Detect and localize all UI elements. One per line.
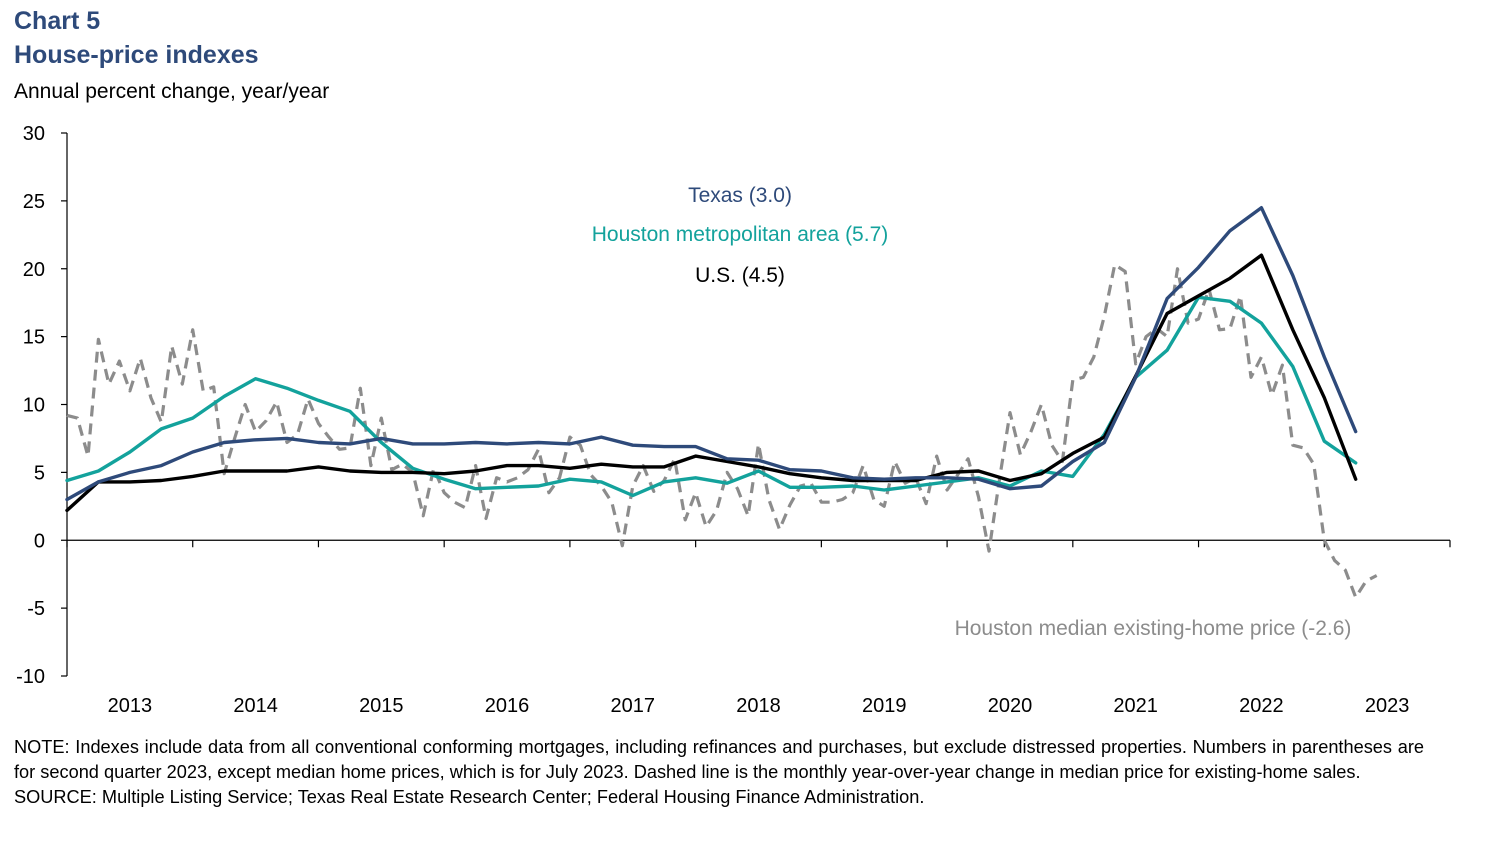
series-line-houston — [65, 295, 1358, 498]
x-tick-label: 2023 — [1365, 695, 1410, 717]
y-axis-label: Annual percent change, year/year — [14, 80, 330, 103]
y-tick-label: 15 — [23, 327, 45, 349]
series-label-houston: Houston metropolitan area (5.7) — [592, 223, 889, 246]
x-tick-label: 2021 — [1113, 695, 1158, 717]
chart-title: House-price indexes — [14, 41, 259, 69]
y-tick-label: 10 — [23, 395, 45, 417]
y-tick-label: -10 — [16, 666, 45, 688]
x-tick-label: 2013 — [108, 695, 153, 717]
y-tick-label: 20 — [23, 259, 45, 281]
x-tick-label: 2019 — [862, 695, 907, 717]
series-layer — [65, 205, 1378, 599]
axes: -10 -5 0 5 10 15 20 25 30 2013 2014 2015 2016 2017 201… — [16, 123, 1451, 717]
line-chart: -10 -5 0 5 10 15 20 25 30 2013 2014 2015 2016 2017 201… — [16, 123, 1451, 717]
x-tick-label: 2016 — [485, 695, 530, 717]
footnotes: NOTE: Indexes include data from all conv… — [14, 735, 1424, 810]
series-line-texas — [65, 205, 1358, 502]
note-text: NOTE: Indexes include data from all conv… — [14, 737, 1424, 782]
series-line-us — [65, 253, 1358, 513]
series-label-us: U.S. (4.5) — [695, 264, 785, 287]
y-tick-label: 0 — [34, 530, 45, 552]
y-tick-label: -5 — [27, 598, 45, 620]
y-tick-label: 25 — [23, 191, 45, 213]
x-tick-label: 2015 — [359, 695, 404, 717]
x-tick-label: 2014 — [233, 695, 278, 717]
x-tick-label: 2018 — [736, 695, 781, 717]
series-label-texas: Texas (3.0) — [688, 184, 792, 207]
x-tick-label: 2022 — [1239, 695, 1284, 717]
series-label-median: Houston median existing-home price (-2.6… — [955, 617, 1352, 640]
y-tick-label: 5 — [34, 462, 45, 484]
annotations: Texas (3.0) Houston metropolitan area (5.… — [592, 184, 1352, 640]
y-tick-label: 30 — [23, 123, 45, 145]
chart-number: Chart 5 — [14, 7, 101, 35]
x-tick-label: 2017 — [611, 695, 656, 717]
series-line-median — [66, 263, 1378, 599]
source-text: SOURCE: Multiple Listing Service; Texas … — [14, 787, 925, 807]
x-tick-label: 2020 — [988, 695, 1033, 717]
